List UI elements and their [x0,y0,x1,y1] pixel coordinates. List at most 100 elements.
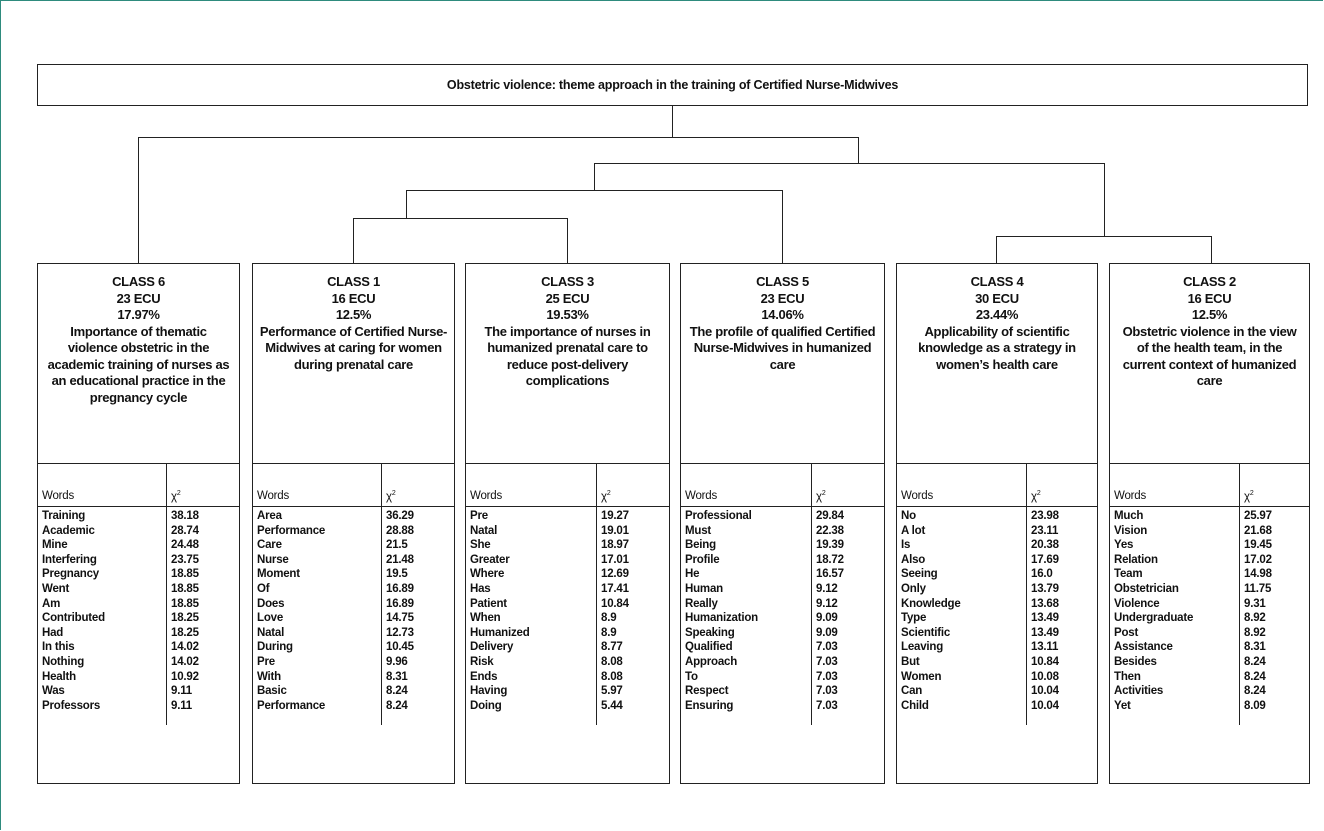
table-row: No 23.98 [897,506,1097,524]
word-cell: Health [42,670,76,683]
class-description: Obstetric violence in the view of the he… [1122,323,1297,389]
column-header-words: Words [1110,483,1240,507]
chi-square-cell: 8.31 [381,669,454,685]
column-header-chi-square: χ2 [1026,483,1097,507]
table-row: Health 10.92 [38,669,239,685]
chi-square-cell: 12.73 [381,625,454,641]
word-cell: During [257,641,293,654]
table-row: Undergraduate 8.92 [1110,611,1309,626]
word-cell: Humanized [470,626,530,639]
table-row: Having 5.97 [466,684,669,699]
class-ecu: 16 ECU [331,290,376,306]
word-table: Words χ2 Pre 19.27 Natal 19.01 She 18.97 Greater… [466,464,669,726]
word-cell: Being [685,539,716,552]
word-cell: A lot [901,524,926,537]
table-row: He 16.57 [681,567,884,582]
word-cell: Only [901,582,926,595]
chi-square-cell: 19.39 [811,538,884,553]
word-cell: Area [257,510,282,522]
chi-square-cell: 10.08 [1026,669,1097,685]
table-row: Pregnancy 18.85 [38,567,239,582]
column-header-chi-square: χ2 [1239,483,1309,507]
word-cell: Care [257,539,282,552]
chi-square-cell: 38.18 [166,506,239,524]
word-cell: Moment [257,568,300,581]
word-cell: Team [1114,568,1143,581]
word-cell: Relation [1114,553,1158,566]
chi-square-cell: 10.84 [1026,654,1097,670]
word-cell: Child [901,699,929,712]
chi-square-cell: 17.01 [596,552,669,568]
class-header: CLASS 2 16 ECU 12.5% Obstetric violence in … [1110,264,1309,464]
chi-square-cell: 8.9 [596,611,669,626]
column-header-words: Words [253,483,382,507]
table-row: Nothing 14.02 [38,654,239,670]
class-box-1: CLASS 6 23 ECU 17.97% Importance of themati… [37,263,240,784]
table-row: Speaking 9.09 [681,625,884,641]
word-cell: Pre [470,510,488,522]
word-cell: Risk [470,655,494,668]
chi-superscript: 2 [821,489,826,497]
table-row: Professional 29.84 [681,506,884,524]
chi-square-cell: 18.25 [166,625,239,641]
word-cell: Ends [470,670,498,683]
chi-square-cell: 19.5 [381,567,454,582]
table-row: Does 16.89 [253,596,454,612]
table-row: During 10.45 [253,640,454,655]
table-row: Team 14.98 [1110,567,1309,582]
word-cell: Natal [470,524,498,537]
chi-square-cell: 10.04 [1026,698,1097,714]
word-cell: Profile [685,553,720,566]
chi-square-cell: 19.01 [596,523,669,539]
table-row: Patient 10.84 [466,596,669,612]
table-row: Type 13.49 [897,611,1097,626]
class-ecu: 23 ECU [116,290,161,306]
word-cell: Qualified [685,641,733,654]
word-cell: But [901,655,920,668]
table-row: Am 18.85 [38,596,239,612]
table-row: Yes 19.45 [1110,538,1309,553]
table-row: Much 25.97 [1110,506,1309,524]
word-cell: Of [257,582,270,595]
chi-square-cell: 19.27 [596,506,669,524]
table-row: Was 9.11 [38,684,239,699]
word-cell: Basic [257,685,287,698]
chi-square-cell: 8.09 [1239,698,1309,714]
chi-square-cell: 18.25 [166,611,239,626]
table-row: Went 18.85 [38,581,239,597]
chi-square-cell: 23.75 [166,552,239,568]
word-cell: Professors [42,699,101,712]
table-row: Knowledge 13.68 [897,596,1097,612]
chi-square-cell: 20.38 [1026,538,1097,553]
table-row: Performance 8.24 [253,698,454,714]
table-row: Pre 9.96 [253,654,454,670]
word-cell: Scientific [901,626,951,639]
chi-square-cell: 21.68 [1239,523,1309,539]
chi-square-cell: 25.97 [1239,506,1309,524]
class-header: CLASS 1 16 ECU 12.5% Performance of Certifi… [253,264,454,464]
chi-square-cell: 8.24 [1239,654,1309,670]
class-ecu: 23 ECU [760,290,805,306]
word-cell: Leaving [901,641,944,654]
chi-square-cell: 24.48 [166,538,239,553]
table-row: Can 10.04 [897,684,1097,699]
chi-square-cell: 9.11 [166,684,239,699]
table-row: Approach 7.03 [681,654,884,670]
table-row: Human 9.12 [681,581,884,597]
chi-square-cell: 9.12 [811,581,884,597]
word-cell: Doing [470,699,502,712]
word-cell: Knowledge [901,597,961,610]
word-cell: Went [42,582,70,595]
table-row: Doing 5.44 [466,698,669,714]
word-cell: Human [685,582,723,595]
word-cell: When [470,612,501,625]
chi-square-cell: 13.68 [1026,596,1097,612]
word-cell: Having [470,685,508,698]
word-cell: Am [42,597,61,610]
root-theme-title: Obstetric violence: theme approach in th… [446,78,899,92]
column-header-words: Words [38,483,167,507]
table-row: Had 18.25 [38,625,239,641]
table-row: Mine 24.48 [38,538,239,553]
word-cell: Nurse [257,553,289,566]
